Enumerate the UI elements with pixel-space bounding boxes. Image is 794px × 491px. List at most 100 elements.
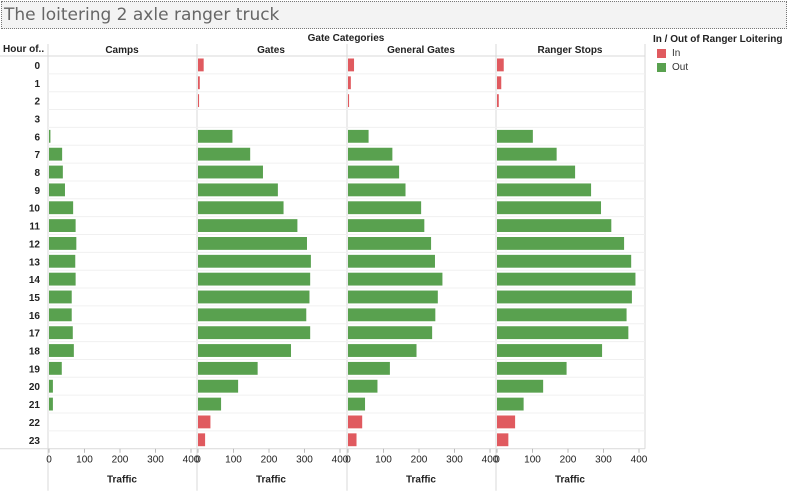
tick-label: 0 [195,455,201,466]
bar[interactable] [198,237,307,250]
bar[interactable] [49,361,62,375]
bar[interactable] [497,147,557,161]
bar[interactable] [198,165,263,179]
bar[interactable] [497,361,567,375]
bar[interactable] [49,129,51,143]
bar[interactable] [497,308,627,322]
bar[interactable] [348,237,432,250]
bar[interactable] [348,219,425,232]
bar[interactable] [497,344,603,357]
panel-header-1: Gates [257,45,285,56]
bar[interactable] [348,58,355,72]
bar[interactable] [198,147,251,161]
bar[interactable] [497,58,504,72]
bar[interactable] [497,94,499,108]
bar[interactable] [497,290,632,304]
bar[interactable] [348,272,443,286]
bar[interactable] [198,326,311,340]
bar[interactable] [198,290,310,304]
hour-label: 13 [29,257,41,268]
x-axis-label: Traffic [555,475,585,486]
tick-label: 200 [411,455,428,466]
tick-label: 400 [332,455,349,466]
bar[interactable] [348,183,406,197]
bar[interactable] [198,361,258,375]
bar[interactable] [497,201,602,215]
bar[interactable] [348,147,393,161]
bar[interactable] [348,415,363,429]
hour-label: 17 [29,329,41,340]
bar[interactable] [49,237,77,250]
bar[interactable] [49,183,65,197]
bar[interactable] [348,344,417,357]
bar[interactable] [49,147,63,161]
bar[interactable] [49,379,53,393]
bar[interactable] [198,308,307,322]
bar[interactable] [49,165,63,179]
legend-item-out[interactable]: Out [657,62,782,73]
hour-label: 11 [29,222,40,233]
bar[interactable] [348,379,378,393]
bar[interactable] [497,237,625,250]
bar[interactable] [497,183,592,197]
bar[interactable] [198,415,211,429]
bar[interactable] [348,308,436,322]
bar[interactable] [348,433,357,447]
bar[interactable] [198,254,311,268]
bar[interactable] [49,326,73,340]
bar[interactable] [497,415,516,429]
bar[interactable] [497,165,576,179]
bar[interactable] [348,290,438,304]
bar[interactable] [348,201,422,215]
hour-label: 2 [34,97,40,108]
bar[interactable] [198,94,200,108]
bar[interactable] [497,326,629,340]
x-axis-label: Traffic [406,475,436,486]
tick-label: 100 [225,455,242,466]
bar[interactable] [198,379,239,393]
bar[interactable] [198,397,222,411]
bar[interactable] [497,129,533,143]
bar[interactable] [497,272,636,286]
bar[interactable] [497,76,502,90]
legend: In / Out of Ranger Loitering In Out [653,34,782,73]
legend-title: In / Out of Ranger Loitering [653,34,783,45]
bar[interactable] [198,129,233,143]
bar[interactable] [348,76,351,90]
bar[interactable] [198,272,311,286]
hour-label: 18 [29,347,41,358]
bar[interactable] [49,201,74,215]
bar[interactable] [198,201,284,215]
bar[interactable] [497,397,524,411]
bar[interactable] [348,254,435,268]
bar[interactable] [497,379,544,393]
bar[interactable] [49,397,53,411]
panel-header-3: Ranger Stops [537,45,602,56]
chart-title: The loitering 2 axle ranger truck [1,1,787,29]
bar[interactable] [348,165,400,179]
bar[interactable] [198,344,292,357]
bar[interactable] [49,219,76,232]
bar[interactable] [49,308,72,322]
bar[interactable] [497,254,632,268]
hour-label: 14 [29,275,41,286]
bar[interactable] [198,76,200,90]
bar[interactable] [49,290,72,304]
bar[interactable] [49,344,74,357]
legend-item-in[interactable]: In [657,48,782,59]
bar[interactable] [348,326,433,340]
bar[interactable] [348,361,390,375]
bar[interactable] [497,219,612,232]
bar[interactable] [198,58,204,72]
bar[interactable] [49,272,76,286]
hour-label: 0 [34,61,40,72]
bar[interactable] [348,397,366,411]
bar[interactable] [348,94,350,108]
bar[interactable] [49,254,76,268]
bar[interactable] [497,433,509,447]
tick-label: 100 [76,455,93,466]
bar[interactable] [198,219,298,232]
bar[interactable] [198,433,206,447]
bar[interactable] [198,183,278,197]
bar[interactable] [348,129,369,143]
